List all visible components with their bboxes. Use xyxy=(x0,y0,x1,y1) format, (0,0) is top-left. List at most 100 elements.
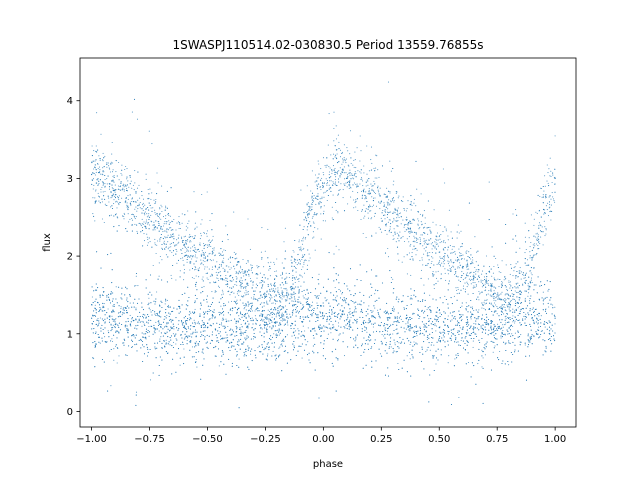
data-point xyxy=(303,236,305,238)
data-point xyxy=(278,330,280,332)
data-point xyxy=(237,291,239,293)
data-point xyxy=(306,264,309,266)
data-point xyxy=(147,215,149,217)
data-point xyxy=(538,225,540,227)
data-point xyxy=(542,185,544,188)
data-point xyxy=(529,286,531,288)
data-point xyxy=(527,264,529,266)
data-point xyxy=(509,301,511,303)
data-point xyxy=(540,236,542,238)
data-point xyxy=(331,170,333,172)
data-point xyxy=(262,320,264,322)
data-point xyxy=(338,141,340,143)
data-point xyxy=(468,278,470,280)
data-point xyxy=(125,165,127,168)
data-point xyxy=(175,253,177,255)
data-point xyxy=(244,307,246,309)
data-point xyxy=(106,178,108,180)
data-point xyxy=(172,264,174,267)
data-point xyxy=(235,253,237,255)
data-point xyxy=(121,169,123,171)
data-point xyxy=(431,242,434,244)
data-point xyxy=(211,251,213,253)
data-point xyxy=(142,223,144,225)
data-point xyxy=(138,203,140,205)
data-point xyxy=(184,251,186,254)
data-point xyxy=(199,238,201,240)
data-point xyxy=(524,236,526,238)
data-point xyxy=(305,237,307,239)
data-point xyxy=(243,271,245,273)
data-point xyxy=(224,270,226,272)
data-point xyxy=(485,282,487,284)
data-point xyxy=(248,273,250,275)
data-point xyxy=(127,198,129,200)
data-point xyxy=(357,170,359,172)
data-point xyxy=(102,183,104,185)
data-point xyxy=(396,220,398,222)
data-point xyxy=(554,191,556,193)
data-point xyxy=(495,297,497,299)
data-point xyxy=(472,287,474,289)
data-point xyxy=(199,244,201,246)
data-point xyxy=(281,343,283,345)
data-point xyxy=(463,258,465,260)
data-point xyxy=(430,262,432,264)
data-point xyxy=(550,198,552,200)
data-point xyxy=(141,230,144,232)
data-point xyxy=(271,316,273,318)
data-point xyxy=(135,216,137,218)
data-point xyxy=(104,183,106,185)
data-point xyxy=(505,223,507,226)
data-point xyxy=(467,293,469,295)
data-point xyxy=(387,203,389,205)
data-point xyxy=(114,184,116,186)
data-point xyxy=(124,184,126,186)
data-point xyxy=(303,226,305,228)
data-point xyxy=(464,291,466,293)
data-point xyxy=(276,312,278,314)
data-point xyxy=(410,243,412,245)
data-point xyxy=(433,287,435,290)
data-point xyxy=(450,268,452,270)
data-point xyxy=(204,266,206,268)
data-point xyxy=(181,213,183,215)
data-point xyxy=(194,256,196,258)
data-point xyxy=(383,204,386,206)
data-point xyxy=(524,277,526,279)
data-point xyxy=(230,291,232,294)
data-point xyxy=(222,254,225,256)
data-point xyxy=(338,161,340,163)
data-point xyxy=(478,269,480,271)
data-point xyxy=(533,247,535,249)
data-point xyxy=(538,227,540,229)
data-point xyxy=(352,177,354,179)
data-point xyxy=(318,203,320,205)
data-point xyxy=(258,265,260,268)
data-point xyxy=(299,260,301,262)
data-point xyxy=(239,299,241,301)
data-point xyxy=(524,241,527,243)
data-point xyxy=(286,334,288,336)
data-point xyxy=(243,304,245,306)
data-point xyxy=(515,209,517,211)
data-point xyxy=(320,202,322,204)
data-point xyxy=(290,293,292,295)
data-point xyxy=(143,233,145,235)
data-point xyxy=(462,288,464,290)
data-point xyxy=(245,289,247,291)
data-point xyxy=(505,293,507,295)
data-point xyxy=(470,263,472,265)
data-point xyxy=(201,250,203,252)
data-point xyxy=(389,219,391,221)
data-point xyxy=(531,249,533,251)
data-point xyxy=(331,206,333,208)
data-point xyxy=(142,198,145,200)
data-point xyxy=(281,273,284,275)
data-point xyxy=(208,244,210,246)
data-point xyxy=(442,261,444,263)
data-point xyxy=(412,248,414,250)
data-point xyxy=(343,172,345,174)
data-point xyxy=(187,239,189,241)
data-point xyxy=(212,235,214,237)
